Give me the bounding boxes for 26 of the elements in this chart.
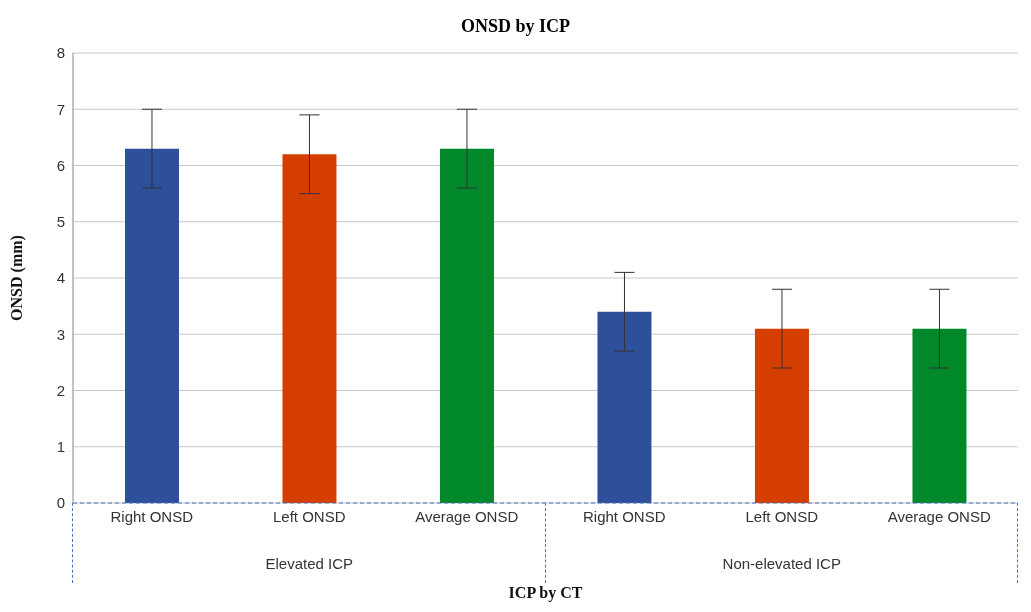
bar <box>754 328 809 503</box>
y-tick-label: 3 <box>56 325 65 343</box>
bar <box>439 148 494 503</box>
y-tick-label: 5 <box>56 213 65 231</box>
x-tick-label: Average ONSD <box>887 507 991 525</box>
x-tick-label: Right ONSD <box>110 507 194 525</box>
y-tick-label: 6 <box>56 156 65 174</box>
x-tick-label: Left ONSD <box>745 507 819 525</box>
bar <box>124 148 179 503</box>
y-tick-label: 7 <box>56 100 65 118</box>
y-axis-title: ONSD (mm) <box>7 235 26 321</box>
y-tick-label: 8 <box>56 44 65 62</box>
x-tick-label: Average ONSD <box>415 507 519 525</box>
y-tick-label: 4 <box>56 269 65 287</box>
y-tick-label: 0 <box>56 494 65 512</box>
y-tick-label: 1 <box>56 438 65 456</box>
x-axis-title: ICP by CT <box>508 584 583 602</box>
x-tick-label: Left ONSD <box>272 507 346 525</box>
bar <box>597 311 652 503</box>
bar <box>282 154 337 503</box>
chart-title: ONSD by ICP <box>460 16 571 37</box>
bar <box>912 328 967 503</box>
x-tick-label: Right ONSD <box>582 507 666 525</box>
text: Non-elevated ICP <box>721 555 842 572</box>
text: Elevated ICP <box>264 555 354 572</box>
y-tick-label: 2 <box>56 381 65 399</box>
